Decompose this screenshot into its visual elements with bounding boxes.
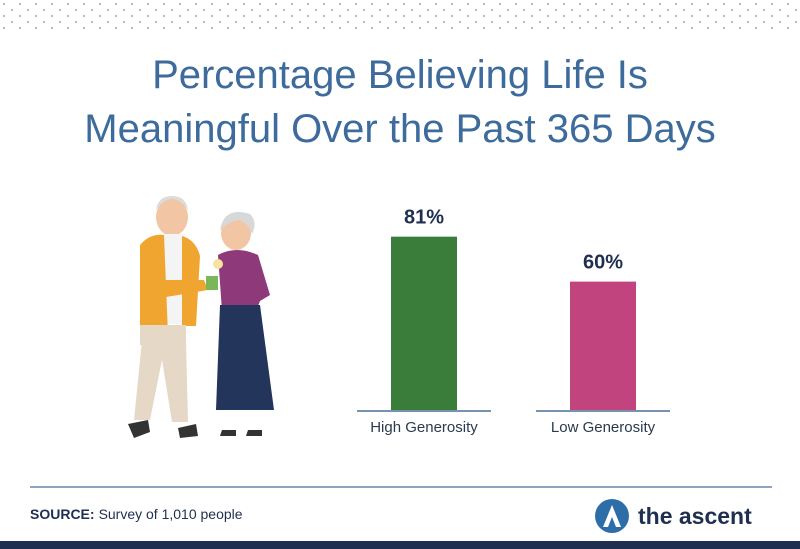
bar <box>570 281 636 410</box>
category-label: High Generosity <box>370 419 478 436</box>
logo: the ascent <box>595 499 752 533</box>
source-label: SOURCE: <box>30 506 95 522</box>
chart-title: Percentage Believing Life Is Meaningful … <box>84 53 716 151</box>
source: SOURCE: Survey of 1,010 people <box>30 506 243 522</box>
category-label: Low Generosity <box>551 419 656 436</box>
bottom-bar <box>0 541 800 549</box>
illustration <box>128 196 274 438</box>
brand: the ascent <box>638 503 752 529</box>
value-label: 60% <box>583 252 623 274</box>
value-label: 81% <box>404 207 444 229</box>
source-text: Survey of 1,010 people <box>99 506 243 522</box>
bar <box>391 236 457 410</box>
dot-pattern <box>0 0 800 30</box>
